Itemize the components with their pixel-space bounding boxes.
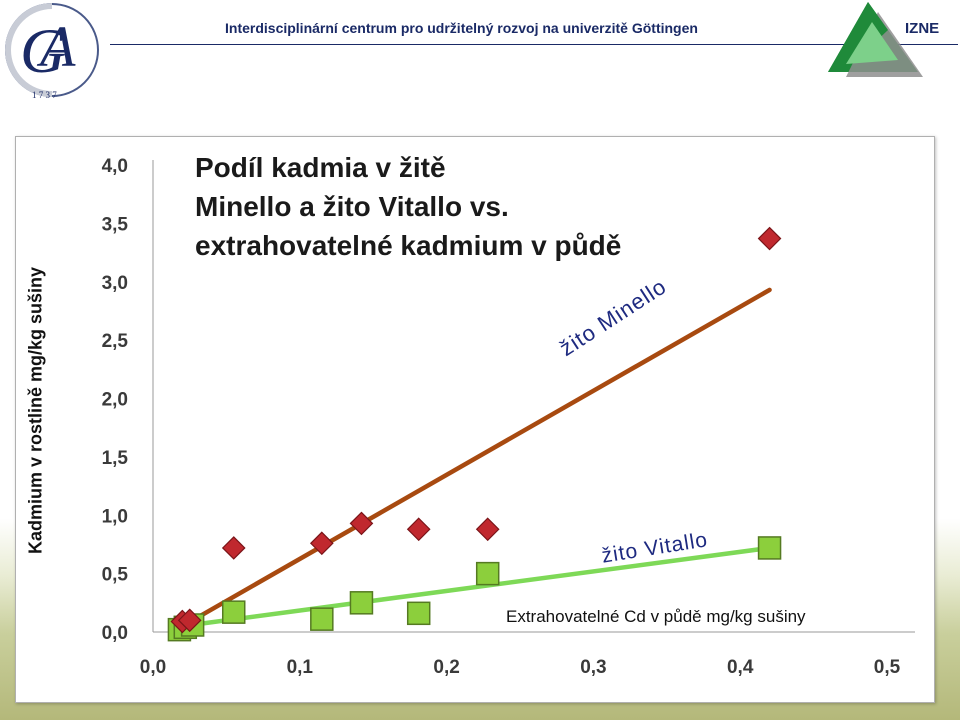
y-tick-label: 3,5 xyxy=(102,214,129,235)
data-point-minello xyxy=(475,517,500,542)
data-point-vitallo xyxy=(406,601,431,626)
x-tick-label: 0,0 xyxy=(140,657,166,678)
data-point-vitallo xyxy=(475,561,500,586)
data-point-minello xyxy=(757,226,782,251)
data-point-minello xyxy=(349,511,374,536)
trend-line-minello xyxy=(180,287,772,629)
chart-title: Podíl kadmia v žitě Minello a žito Vital… xyxy=(195,148,755,265)
y-tick-label: 1,0 xyxy=(102,506,128,527)
tick-labels: 0,0 0,5 1,0 1,5 2,0 2,5 3,0 3,5 4,0 0,0 0,1 0,2 0,3 0… xyxy=(102,156,901,678)
y-tick-label: 4,0 xyxy=(102,156,128,177)
svg-text:A: A xyxy=(36,14,76,79)
x-tick-label: 0,1 xyxy=(287,657,314,678)
x-axis-label: Extrahovatelné Cd v půdě mg/kg sušiny xyxy=(494,603,914,631)
data-point-vitallo xyxy=(221,600,246,624)
svg-text:1 7 3 7: 1 7 3 7 xyxy=(32,90,57,100)
data-point-vitallo xyxy=(757,536,782,560)
data-point-minello xyxy=(177,608,202,633)
chart-title-line-1: Podíl kadmia v žitě xyxy=(195,152,446,183)
svg-text:G: G xyxy=(20,15,66,86)
header-title: Interdisciplinární centrum pro udržiteln… xyxy=(225,20,698,36)
y-tick-label: 3,0 xyxy=(102,273,128,294)
data-point-vitallo xyxy=(310,607,334,631)
chart-title-line-2: Minello a žito Vitallo vs. xyxy=(195,191,509,222)
goettingen-university-logo-icon: G A 1 7 3 7 xyxy=(5,3,99,100)
chart-axes xyxy=(152,160,915,633)
header: G A 1 7 3 7 Interdisciplinární centrum p… xyxy=(0,0,960,110)
y-tick-label: 0,0 xyxy=(102,623,128,644)
y-tick-label: 2,5 xyxy=(102,331,129,352)
izne-triangle-logo-icon xyxy=(828,2,923,77)
trend-lines xyxy=(180,287,772,629)
izne-logo-text: IZNE xyxy=(905,20,940,37)
data-point-minello xyxy=(406,517,431,542)
data-point-minello xyxy=(221,536,246,560)
x-tick-label: 0,3 xyxy=(580,657,606,678)
data-point-vitallo xyxy=(349,591,374,615)
data-points xyxy=(167,226,782,642)
y-tick-label: 0,5 xyxy=(102,565,129,586)
header-divider xyxy=(110,44,958,45)
y-tick-label: 2,0 xyxy=(102,390,128,411)
chart-title-line-3: extrahovatelné kadmium v půdě xyxy=(195,230,622,261)
data-point-minello xyxy=(309,531,334,556)
y-axis-label: Kadmium v rostlině mg/kg sušiny xyxy=(25,266,46,555)
y-tick-label: 1,5 xyxy=(102,448,129,469)
x-tick-label: 0,4 xyxy=(727,657,754,678)
trend-line-vitallo xyxy=(180,545,772,629)
x-tick-label: 0,2 xyxy=(433,657,459,678)
x-tick-label: 0,5 xyxy=(874,657,901,678)
